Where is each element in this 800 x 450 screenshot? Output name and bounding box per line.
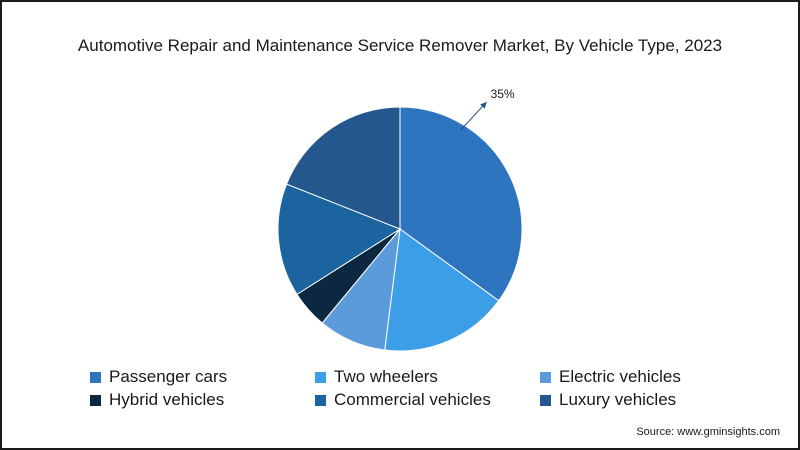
legend-swatch bbox=[90, 371, 101, 383]
pie-slices bbox=[277, 106, 523, 352]
legend-label: Luxury vehicles bbox=[559, 390, 677, 409]
legend-label: Electric vehicles bbox=[559, 367, 681, 386]
legend-label: Passenger cars bbox=[109, 367, 228, 386]
pie-slice-two-wheelers bbox=[384, 228, 500, 352]
legend-item: Hybrid vehicles bbox=[90, 390, 315, 410]
annotation-label: 35% bbox=[491, 87, 515, 101]
legend: Passenger cars Two wheelers Electric vehic… bbox=[90, 367, 730, 410]
pie-slice-passenger-cars bbox=[399, 106, 523, 302]
pie-slice-luxury-vehicles bbox=[285, 106, 401, 230]
legend-item: Passenger cars bbox=[90, 367, 315, 387]
chart-title: Automotive Repair and Maintenance Servic… bbox=[77, 36, 723, 55]
legend-label: Hybrid vehicles bbox=[109, 390, 225, 409]
legend-item: Electric vehicles bbox=[540, 367, 730, 387]
pie-slice-commercial-vehicles bbox=[277, 183, 402, 296]
legend-label: Commercial vehicles bbox=[334, 390, 491, 409]
legend-swatch bbox=[540, 371, 551, 383]
legend-swatch bbox=[315, 394, 326, 406]
legend-swatch bbox=[540, 394, 551, 406]
annotation-arrow bbox=[460, 101, 487, 131]
legend-item: Two wheelers bbox=[315, 367, 540, 387]
annotation-arrowhead bbox=[480, 102, 487, 109]
legend-item: Luxury vehicles bbox=[540, 390, 730, 410]
legend-item: Commercial vehicles bbox=[315, 390, 540, 410]
legend-label: Two wheelers bbox=[334, 367, 438, 386]
source-note: Source: www.gminsights.com bbox=[636, 426, 780, 438]
legend-swatch bbox=[315, 371, 326, 383]
pie-annotation: 35% bbox=[460, 87, 515, 131]
legend-swatch bbox=[90, 394, 101, 406]
